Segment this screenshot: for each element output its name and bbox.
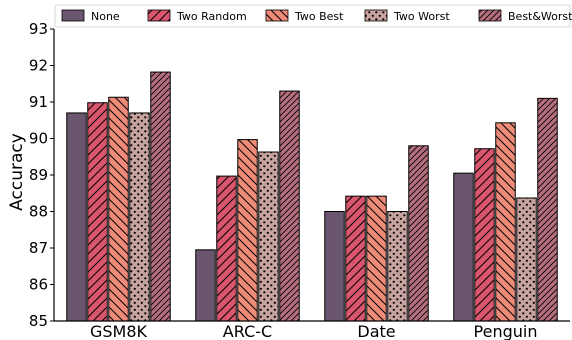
bars-group <box>66 71 558 322</box>
bar-gsm8k-two-worst <box>129 112 150 322</box>
bar-penguin-two-worst <box>516 197 537 322</box>
bar-gsm8k-best-and-worst <box>150 71 171 322</box>
legend: None Two Random Two Best Two Worst Best&Wors… <box>54 4 572 28</box>
bar-gsm8k-none <box>66 112 87 322</box>
bar-date-two-best <box>366 195 387 322</box>
y-tick-label-89: 89 <box>29 166 48 184</box>
legend-label-best-and-worst: Best&Worst <box>508 10 572 23</box>
bar-arc-c-best-and-worst <box>279 90 300 322</box>
legend-item-best-and-worst: Best&Worst <box>478 9 572 23</box>
x-tick-label-arc-c: ARC-C <box>223 322 272 340</box>
bar-arc-c-none <box>195 249 216 322</box>
legend-item-none: None <box>61 9 120 23</box>
y-tick-label-88: 88 <box>29 203 48 221</box>
bar-date-two-worst <box>387 211 408 322</box>
bar-arc-c-two-worst <box>258 151 279 322</box>
bar-date-best-and-worst <box>408 145 429 322</box>
bar-penguin-none <box>453 172 474 322</box>
legend-frame <box>54 4 571 28</box>
bar-gsm8k-two-random <box>87 102 108 322</box>
legend-label-none: None <box>91 10 120 23</box>
legend-item-two-random: Two Random <box>147 9 247 23</box>
legend-item-two-worst: Two Worst <box>364 9 450 23</box>
x-tick-label-penguin: Penguin <box>474 322 538 340</box>
y-tick-label-87: 87 <box>29 239 48 257</box>
y-tick-label-92: 92 <box>29 57 48 75</box>
axes-group: GSM8K ARC-C Date Penguin 85 86 87 88 89 90 91 92 93 <box>29 20 570 340</box>
y-tick-label-91: 91 <box>29 93 48 111</box>
bar-date-two-random <box>345 195 366 322</box>
x-tick-label-gsm8k: GSM8K <box>90 322 148 340</box>
legend-label-two-best: Two Best <box>294 10 344 23</box>
bar-arc-c-two-random <box>216 175 237 322</box>
bar-arc-c-two-best <box>237 139 258 322</box>
bar-penguin-two-best <box>495 122 516 322</box>
bar-date-none <box>324 211 345 322</box>
y-axis-title: Accuracy <box>7 133 27 211</box>
bar-penguin-best-and-worst <box>537 97 558 322</box>
x-tick-label-date: Date <box>357 322 395 340</box>
y-tick-label-93: 93 <box>29 20 48 38</box>
bar-penguin-two-random <box>474 148 495 322</box>
y-tick-label-85: 85 <box>29 312 48 330</box>
y-tick-label-90: 90 <box>29 130 48 148</box>
legend-label-two-random: Two Random <box>176 10 247 23</box>
y-tick-label-86: 86 <box>29 276 48 294</box>
legend-item-two-best: Two Best <box>265 9 344 23</box>
bar-gsm8k-two-best <box>108 96 129 322</box>
legend-label-two-worst: Two Worst <box>393 10 450 23</box>
